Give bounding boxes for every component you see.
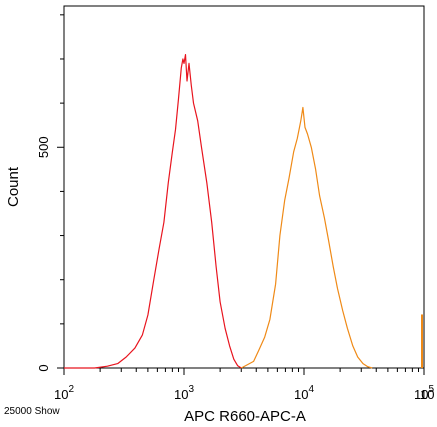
series-layer: [64, 54, 423, 369]
x-tick-base: 10: [174, 387, 188, 402]
x-axis-title: APC R660-APC-A: [184, 408, 306, 425]
y-axis-title: Count: [5, 166, 22, 207]
plot-frame: [63, 5, 425, 369]
histogram-series-3: [421, 314, 423, 368]
tick-marks: [57, 14, 425, 375]
footer-note: 25000 Show: [4, 406, 60, 417]
x-tick-exponent: 2: [68, 384, 74, 395]
x-tick-label: 105: [414, 384, 434, 402]
x-tick-base: 10: [294, 387, 308, 402]
y-tick-label: 0: [36, 364, 51, 371]
x-tick-label: 103: [174, 384, 194, 402]
histogram-series-2: [241, 106, 373, 369]
y-tick-label: 500: [36, 136, 51, 158]
x-tick-label: 102: [54, 384, 74, 402]
x-tick-exponent: 3: [188, 384, 194, 395]
x-tick-base: 10: [414, 387, 428, 402]
x-tick-exponent: 5: [428, 384, 434, 395]
histogram-series-1: [64, 54, 242, 369]
x-tick-base: 10: [54, 387, 68, 402]
x-tick-label: 104: [294, 384, 314, 402]
x-tick-base: 10: [420, 387, 434, 402]
x-tick-exponent: 4: [308, 384, 314, 395]
x-tick-label: 10: [420, 387, 434, 402]
